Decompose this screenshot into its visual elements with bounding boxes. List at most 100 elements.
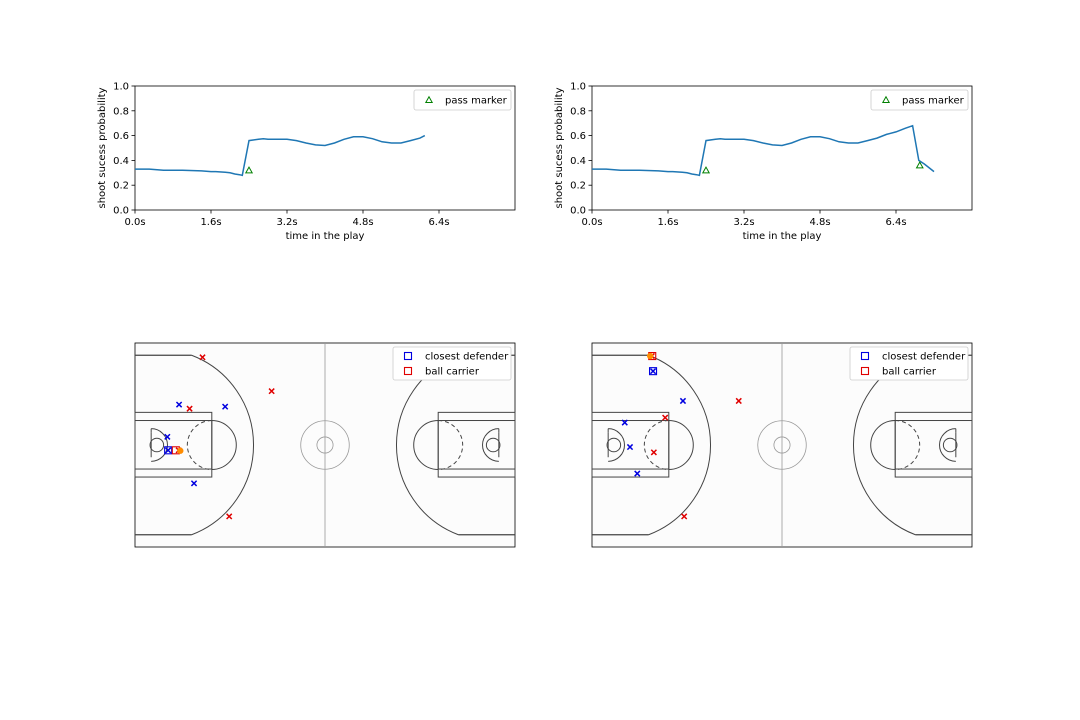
y-tick-label: 0.6 — [113, 131, 129, 142]
pass-marker — [915, 161, 924, 169]
defense-player-marker — [165, 447, 172, 454]
free-throw-arc-dashed — [643, 420, 669, 470]
court-chart-0: closest defender ball carrier — [134, 342, 516, 548]
x-tick-label: 6.4s — [885, 217, 906, 228]
legend-pass-marker-icon — [424, 95, 434, 104]
free-throw-arc — [211, 420, 237, 470]
defense-player-marker — [649, 368, 657, 375]
lane-inner — [134, 420, 213, 470]
restricted-arc — [482, 428, 499, 462]
y-axis-label: shoot sucess probability — [97, 87, 108, 208]
legend-ball-carrier-icon — [860, 366, 870, 376]
rim — [149, 437, 165, 453]
rim — [485, 437, 501, 453]
y-axis-label: shoot sucess probability — [554, 87, 565, 208]
ball-marker — [177, 447, 184, 454]
x-tick-label: 4.8s — [352, 217, 373, 228]
offense-player-marker — [226, 513, 233, 520]
legend-closest-defender-icon — [403, 351, 413, 361]
three-point-arc — [191, 354, 254, 536]
free-throw-arc — [870, 420, 896, 470]
legend-box — [870, 89, 969, 111]
y-tick-label: 0.4 — [570, 156, 586, 167]
line-chart-1: 0.0 0.2 0.4 0.6 0.8 1.0 0.0s 1.6s 3.2s 4.8s 6.4s ti… — [554, 82, 973, 242]
center-circle-inner — [316, 436, 334, 454]
line-chart-0: 0.0 0.2 0.4 0.6 0.8 1.0 0.0s 1.6s 3.2s 4.8s 6.4s ti… — [97, 82, 516, 242]
probability-line — [135, 134, 426, 177]
lane-inner — [894, 420, 973, 470]
offense-player-marker — [681, 513, 688, 520]
offense-player-marker — [199, 354, 206, 361]
offense-player-marker — [186, 405, 193, 412]
legend-label: pass marker — [445, 96, 508, 107]
free-throw-arc-dashed — [186, 420, 212, 470]
legend-ball-carrier-icon — [403, 366, 413, 376]
x-tick-label: 0.0s — [581, 217, 602, 228]
pass-marker — [701, 166, 711, 174]
x-axis-label: time in the play — [286, 231, 365, 242]
pass-marker — [244, 166, 254, 174]
defense-player-marker — [634, 470, 641, 477]
closest-defender-marker — [164, 446, 173, 455]
defense-player-marker — [679, 397, 687, 405]
x-tick-label: 1.6s — [657, 217, 678, 228]
court-chart-1: closest defender ball carrier — [591, 342, 973, 548]
offense-player-marker — [735, 397, 742, 405]
legend-box — [392, 346, 512, 381]
legend-label: ball carrier — [425, 367, 480, 378]
defense-player-marker — [164, 433, 171, 440]
center-circle-inner — [773, 436, 791, 454]
y-tick-label: 0.8 — [113, 106, 129, 117]
x-tick-label: 6.4s — [428, 217, 449, 228]
offense-player-marker — [662, 414, 669, 421]
x-axis-label: time in the play — [743, 231, 822, 242]
free-throw-arc — [413, 420, 439, 470]
probability-line — [592, 124, 935, 177]
three-point-arc — [648, 354, 711, 536]
center-circle — [300, 420, 350, 470]
defense-player-marker — [175, 401, 183, 408]
free-throw-arc — [668, 420, 694, 470]
center-circle — [757, 420, 807, 470]
defense-player-marker — [626, 443, 634, 451]
legend-box — [413, 89, 512, 111]
free-throw-arc-dashed — [438, 420, 464, 470]
rim — [606, 437, 622, 453]
offense-player-marker — [268, 388, 275, 395]
restricted-arc — [151, 428, 168, 462]
y-tick-label: 0.0 — [570, 206, 586, 217]
restricted-arc — [608, 428, 625, 462]
y-tick-label: 1.0 — [570, 82, 586, 93]
y-tick-label: 0.0 — [113, 206, 129, 217]
closest-defender-marker — [648, 367, 658, 376]
x-tick-label: 4.8s — [809, 217, 830, 228]
legend-closest-defender-icon — [860, 351, 870, 361]
defense-player-marker — [190, 480, 198, 487]
offense-player-marker — [650, 449, 657, 456]
defense-player-marker — [222, 403, 229, 410]
legend-label: pass marker — [902, 96, 965, 107]
legend-label: closest defender — [882, 352, 966, 363]
x-tick-label: 3.2s — [733, 217, 754, 228]
legend-label: ball carrier — [882, 367, 937, 378]
y-tick-label: 1.0 — [113, 82, 129, 93]
x-tick-label: 1.6s — [200, 217, 221, 228]
y-tick-label: 0.6 — [570, 131, 586, 142]
y-tick-label: 0.2 — [113, 181, 129, 192]
legend-label: closest defender — [425, 352, 509, 363]
restricted-arc — [939, 428, 956, 462]
x-tick-label: 0.0s — [124, 217, 145, 228]
x-tick-label: 3.2s — [276, 217, 297, 228]
defense-player-marker — [621, 419, 628, 426]
free-throw-arc-dashed — [895, 420, 921, 470]
lane-inner — [591, 420, 670, 470]
y-tick-label: 0.2 — [570, 181, 586, 192]
ball-marker — [647, 352, 654, 360]
legend-pass-marker-icon — [881, 95, 891, 104]
legend-box — [849, 346, 969, 381]
lane-inner — [437, 420, 516, 470]
rim — [942, 437, 958, 453]
y-tick-label: 0.4 — [113, 156, 129, 167]
y-tick-label: 0.8 — [570, 106, 586, 117]
